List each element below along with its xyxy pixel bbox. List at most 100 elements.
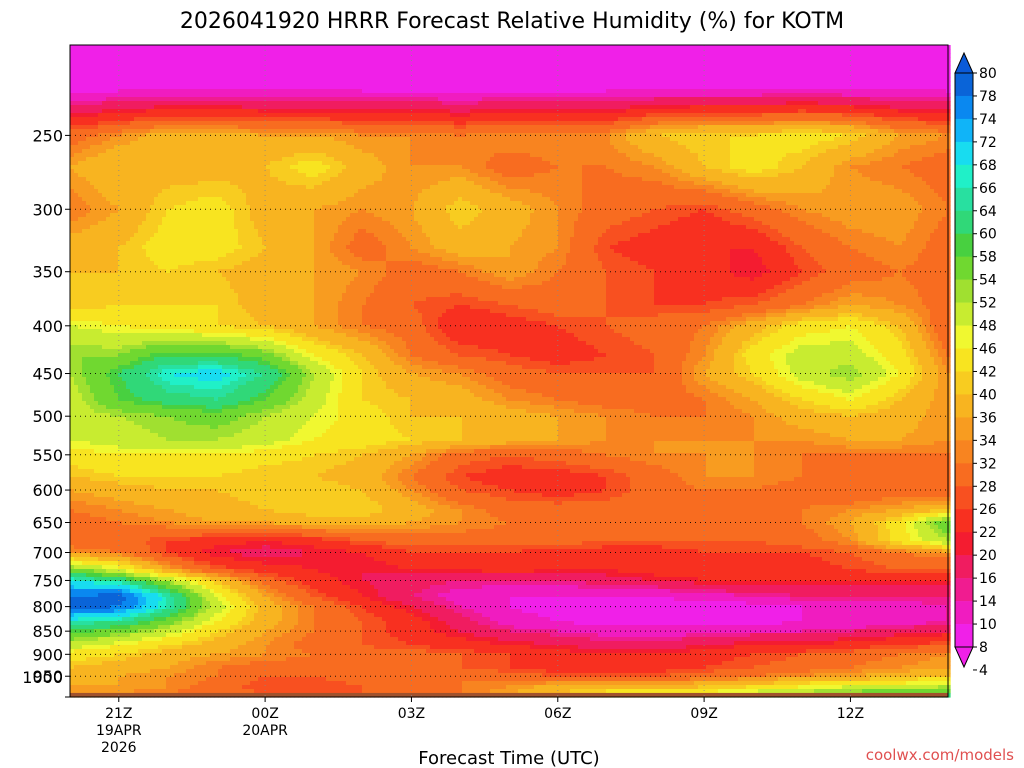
heatmap-cell xyxy=(546,85,551,90)
heatmap-cell xyxy=(754,93,759,98)
heatmap-cell xyxy=(642,101,647,106)
heatmap-cell xyxy=(174,113,179,118)
heatmap-cell xyxy=(926,69,931,74)
heatmap-cell xyxy=(806,113,811,118)
heatmap-cell xyxy=(270,105,275,110)
heatmap-cell xyxy=(450,97,455,102)
heatmap-cell xyxy=(638,57,643,62)
heatmap-cell xyxy=(786,69,791,74)
heatmap-cell xyxy=(158,89,163,94)
heatmap-cell xyxy=(282,81,287,86)
heatmap-cell xyxy=(122,81,127,86)
heatmap-cell xyxy=(606,73,611,78)
heatmap-cell xyxy=(474,73,479,78)
heatmap-cell xyxy=(418,65,423,70)
heatmap-cell xyxy=(302,77,307,82)
heatmap-cell xyxy=(642,117,647,122)
heatmap-cell xyxy=(290,49,295,54)
heatmap-cell xyxy=(214,45,219,50)
heatmap-cell xyxy=(110,105,115,110)
heatmap-cell xyxy=(330,69,335,74)
heatmap-cell xyxy=(766,57,771,62)
heatmap-cell xyxy=(782,77,787,82)
heatmap-cell xyxy=(430,49,435,54)
heatmap-cell xyxy=(110,77,115,82)
heatmap-cell xyxy=(934,105,939,110)
heatmap-cell xyxy=(466,113,471,118)
heatmap-cell xyxy=(414,109,419,114)
heatmap-cell xyxy=(362,77,367,82)
heatmap-cell xyxy=(130,113,135,118)
heatmap-cell xyxy=(222,93,227,98)
heatmap-cell xyxy=(382,81,387,86)
heatmap-cell xyxy=(814,101,819,106)
heatmap-cell xyxy=(562,117,567,122)
heatmap-cell xyxy=(410,65,415,70)
heatmap-cell xyxy=(422,77,427,82)
heatmap-cell xyxy=(330,81,335,86)
heatmap-cell xyxy=(578,113,583,118)
heatmap-cell xyxy=(434,113,439,118)
heatmap-cell xyxy=(450,61,455,66)
heatmap-cell xyxy=(130,61,135,66)
heatmap-cell xyxy=(690,65,695,70)
heatmap-cell xyxy=(162,81,167,86)
heatmap-cell xyxy=(754,45,759,50)
heatmap-cell xyxy=(830,105,835,110)
heatmap-cell xyxy=(722,73,727,78)
heatmap-cell xyxy=(498,109,503,114)
heatmap-cell xyxy=(586,53,591,58)
heatmap-cell xyxy=(302,121,307,126)
heatmap-cell xyxy=(502,93,507,98)
heatmap-cell xyxy=(318,97,323,102)
heatmap-cell xyxy=(390,113,395,118)
heatmap-cell xyxy=(270,117,275,122)
heatmap-cell xyxy=(490,77,495,82)
heatmap-cell xyxy=(818,117,823,122)
heatmap-cell xyxy=(866,85,871,90)
heatmap-cell xyxy=(442,81,447,86)
heatmap-cell xyxy=(378,57,383,62)
heatmap-cell xyxy=(554,69,559,74)
heatmap-cell xyxy=(302,49,307,54)
heatmap-cell xyxy=(342,101,347,106)
heatmap-cell xyxy=(438,65,443,70)
heatmap-cell xyxy=(102,53,107,58)
heatmap-cell xyxy=(334,101,339,106)
heatmap-cell xyxy=(378,73,383,78)
heatmap-cell xyxy=(130,65,135,70)
heatmap-cell xyxy=(490,97,495,102)
heatmap-cell xyxy=(842,109,847,114)
heatmap-cell xyxy=(714,65,719,70)
heatmap-cell xyxy=(350,49,355,54)
heatmap-cell xyxy=(74,61,79,66)
heatmap-cell xyxy=(298,81,303,86)
heatmap-cell xyxy=(526,117,531,122)
heatmap-cell xyxy=(898,101,903,106)
heatmap-cell xyxy=(670,113,675,118)
heatmap-cell xyxy=(174,77,179,82)
heatmap-cell xyxy=(886,81,891,86)
heatmap-cell xyxy=(262,101,267,106)
heatmap-cell xyxy=(342,117,347,122)
heatmap-cell xyxy=(858,45,863,50)
heatmap-cell xyxy=(306,65,311,70)
heatmap-cell xyxy=(582,85,587,90)
heatmap-cell xyxy=(554,81,559,86)
heatmap-cell xyxy=(330,57,335,62)
heatmap-cell xyxy=(870,57,875,62)
heatmap-cell xyxy=(454,49,459,54)
heatmap-cell xyxy=(822,49,827,54)
heatmap-cell xyxy=(450,85,455,90)
heatmap-cell xyxy=(242,121,247,126)
heatmap-cell xyxy=(614,113,619,118)
heatmap-cell xyxy=(230,65,235,70)
heatmap-cell xyxy=(234,45,239,50)
heatmap-cell xyxy=(194,61,199,66)
heatmap-cell xyxy=(758,73,763,78)
heatmap-cell xyxy=(642,109,647,114)
heatmap-cell xyxy=(350,57,355,62)
heatmap-cell xyxy=(298,85,303,90)
heatmap-cell xyxy=(482,97,487,102)
heatmap-cell xyxy=(374,89,379,94)
